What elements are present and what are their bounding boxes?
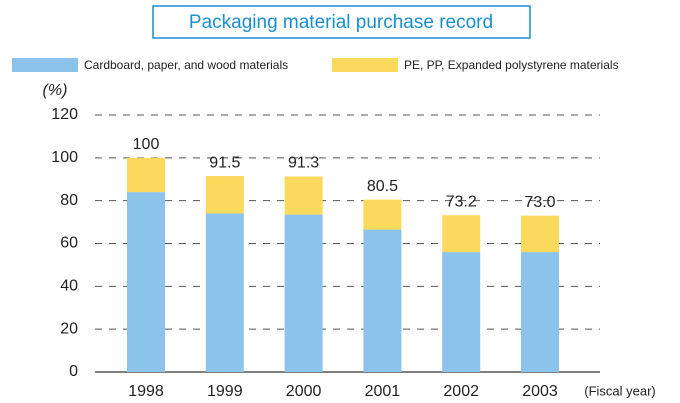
- legend-label: Cardboard, paper, and wood materials: [84, 58, 288, 72]
- legend-swatch: [332, 58, 398, 72]
- chart-title: Packaging material purchase record: [189, 12, 493, 33]
- bar-segment: [205, 176, 244, 214]
- bar-segment: [127, 157, 165, 193]
- bar-segment: [284, 176, 323, 215]
- bar-segment: [521, 252, 559, 372]
- total-label: 91.3: [288, 155, 319, 172]
- x-tick-label: 2001: [365, 383, 401, 400]
- total-label: 73.0: [524, 194, 555, 211]
- bar-segment: [363, 199, 402, 230]
- legend-swatch: [12, 58, 78, 72]
- y-tick-label: 100: [51, 149, 78, 166]
- y-tick-label: 60: [60, 235, 78, 252]
- y-tick-label: 20: [60, 320, 78, 337]
- y-tick-label: 120: [51, 106, 78, 123]
- y-axis-label: (%): [43, 82, 68, 99]
- title-box: [152, 5, 531, 39]
- y-tick-label: 40: [60, 278, 78, 295]
- total-label: 91.5: [209, 154, 240, 171]
- total-label: 100: [133, 136, 160, 153]
- x-tick-label: 2003: [522, 383, 558, 400]
- bar-segment: [205, 213, 244, 372]
- legend-label: PE, PP, Expanded polystyrene materials: [404, 58, 619, 72]
- bar-segment: [363, 229, 402, 372]
- bar-segment: [284, 214, 323, 372]
- total-label: 80.5: [367, 178, 398, 195]
- bar-segment: [521, 215, 559, 253]
- x-tick-label: 2000: [286, 383, 322, 400]
- bar-segment: [127, 192, 165, 372]
- bar-segment: [442, 252, 481, 372]
- x-tick-label: 1999: [207, 383, 243, 400]
- total-label: 73.2: [446, 193, 477, 210]
- bar-segment: [442, 215, 481, 253]
- x-axis-label: (Fiscal year): [584, 383, 656, 398]
- x-tick-label: 2002: [443, 383, 479, 400]
- x-tick-label: 1998: [128, 383, 164, 400]
- y-tick-label: 80: [60, 192, 78, 209]
- y-tick-label: 0: [69, 363, 78, 380]
